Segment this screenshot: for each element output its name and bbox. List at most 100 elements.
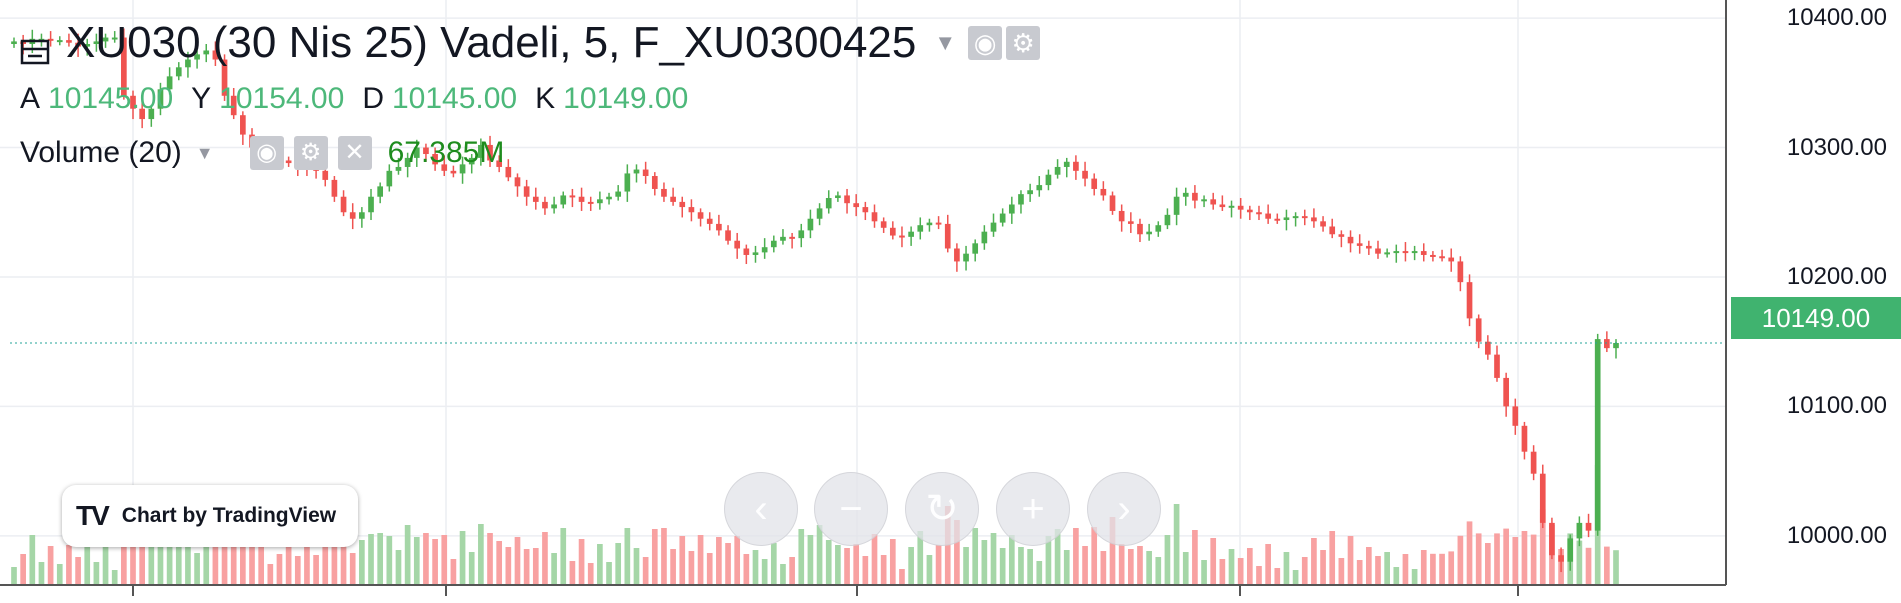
volume-bar: [1521, 531, 1528, 585]
candle-body: [1274, 218, 1281, 221]
volume-bar: [66, 545, 72, 585]
symbol-title: XU030 (30 Nis 25) Vadeli, 5, F_XU0300425: [66, 18, 917, 67]
volume-bar: [1430, 553, 1436, 585]
candle-body: [240, 115, 246, 135]
candle-body: [148, 108, 155, 120]
volume-bar: [688, 551, 695, 585]
volume-bar: [1365, 547, 1372, 585]
candle-body: [798, 230, 805, 239]
volume-bar: [981, 540, 988, 585]
volume-bar: [441, 535, 448, 585]
candle-body: [1127, 221, 1134, 224]
series-icon[interactable]: [20, 28, 50, 65]
candle-body: [1182, 192, 1189, 197]
volume-bar: [1256, 566, 1262, 585]
candle-body: [716, 223, 722, 231]
volume-bar: [999, 548, 1006, 585]
volume-bar: [523, 549, 530, 585]
volume-bar: [798, 529, 805, 585]
volume-bar: [899, 569, 905, 585]
caret-down-icon[interactable]: ▼: [934, 30, 957, 55]
volume-bar: [267, 564, 274, 585]
candle-body: [578, 196, 585, 202]
candle-body: [752, 252, 759, 255]
candle-body: [1054, 166, 1061, 175]
volume-bar: [1420, 550, 1427, 585]
symbol-legend[interactable]: XU030 (30 Nis 25) Vadeli, 5, F_XU0300425…: [20, 18, 1041, 68]
candle-body: [1411, 251, 1418, 254]
candle-body: [404, 157, 411, 167]
volume-bar: [551, 553, 557, 585]
volume-bar: [313, 555, 319, 585]
gear-icon[interactable]: ⚙: [293, 136, 328, 170]
candle-body: [1439, 256, 1445, 259]
candle-body: [624, 173, 631, 192]
volume-bar: [102, 546, 109, 585]
candle-body: [1155, 225, 1162, 232]
volume-bar: [1338, 558, 1345, 585]
candle-body: [1494, 354, 1500, 378]
candle-body: [1393, 251, 1400, 254]
candle-body: [1485, 341, 1491, 355]
volume-bar: [340, 517, 347, 585]
volume-bar: [1283, 552, 1290, 585]
candle-body: [1448, 257, 1455, 262]
volume-bar: [304, 546, 310, 585]
volume-bar: [825, 540, 832, 585]
candle-body: [450, 170, 457, 174]
candle-body: [1338, 234, 1345, 237]
caret-down-icon[interactable]: ▼: [195, 142, 214, 163]
volume-bar: [1494, 533, 1500, 585]
candle-body: [1384, 252, 1390, 255]
volume-bar: [1109, 517, 1116, 585]
low-value: 10145.00: [391, 82, 518, 115]
candle-body: [1109, 195, 1116, 211]
volume-bar: [175, 542, 182, 585]
candle-body: [75, 42, 81, 47]
volume-legend[interactable]: Volume (20) ▼ ◉ ⚙ ✕ 67.385M: [20, 136, 504, 170]
scroll-left-button[interactable]: ‹: [724, 472, 798, 546]
candle-body: [1210, 199, 1217, 205]
candle-body: [505, 166, 512, 178]
candle-body: [1237, 205, 1244, 210]
volume-bar: [789, 557, 795, 585]
close-icon[interactable]: ✕: [337, 136, 372, 170]
high-value: 10154.00: [219, 82, 345, 115]
candle-body: [532, 196, 539, 202]
candle-body: [1063, 161, 1070, 167]
volume-bar: [1347, 536, 1354, 585]
volume-bar: [1485, 543, 1491, 585]
candle-body: [194, 54, 200, 60]
volume-bar: [285, 541, 292, 585]
volume-bar: [1192, 530, 1198, 585]
candle-body: [1137, 223, 1143, 235]
volume-bar: [1292, 570, 1299, 585]
candle-body: [102, 37, 109, 42]
zoom-in-button[interactable]: +: [996, 472, 1070, 546]
candle-body: [1246, 209, 1253, 213]
volume-bar: [679, 536, 686, 585]
volume-bar: [47, 546, 54, 585]
candle-body: [221, 59, 228, 96]
eye-icon[interactable]: ◉: [249, 136, 284, 170]
eye-icon[interactable]: ◉: [968, 26, 1003, 60]
reset-button[interactable]: ↻: [905, 472, 979, 546]
tradingview-badge[interactable]: TV Chart by TradingView: [62, 485, 359, 547]
candle-body: [395, 166, 402, 171]
zoom-out-button[interactable]: −: [814, 472, 888, 546]
volume-bar: [597, 544, 603, 585]
candle-body: [212, 50, 219, 60]
candle-body: [1347, 236, 1354, 244]
candle-body: [468, 157, 475, 165]
last-price-tag: 10149.00: [1731, 297, 1901, 339]
candle-body: [368, 196, 374, 213]
candle-body: [1201, 199, 1207, 202]
volume-bar: [972, 528, 979, 585]
candle-body: [47, 38, 54, 41]
candle-body: [1402, 251, 1409, 254]
volume-bar: [505, 547, 512, 585]
candle-body: [615, 191, 622, 197]
scroll-right-button[interactable]: ›: [1087, 472, 1161, 546]
gear-icon[interactable]: ⚙: [1006, 26, 1041, 60]
